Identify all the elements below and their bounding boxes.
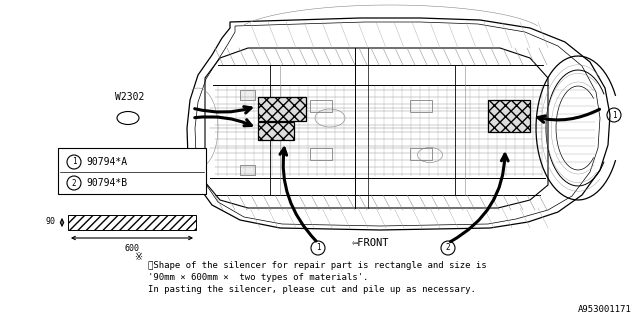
Text: ⇦FRONT: ⇦FRONT <box>352 238 390 248</box>
Bar <box>240 90 255 100</box>
Text: 90794*B: 90794*B <box>86 178 127 188</box>
Bar <box>410 148 432 160</box>
Bar <box>310 148 332 160</box>
Bar <box>310 100 332 112</box>
Bar <box>258 122 294 140</box>
Bar <box>258 97 306 121</box>
Text: W2302: W2302 <box>115 92 145 102</box>
Text: A953001171: A953001171 <box>579 305 632 314</box>
Text: 2: 2 <box>72 179 76 188</box>
Text: 1: 1 <box>316 244 320 252</box>
Bar <box>58 148 206 194</box>
Text: 1: 1 <box>612 110 616 119</box>
Text: 90794*A: 90794*A <box>86 157 127 167</box>
Bar <box>240 165 255 175</box>
Text: '90mm × 600mm ×  two types of materials'.: '90mm × 600mm × two types of materials'. <box>148 273 369 282</box>
Ellipse shape <box>117 111 139 124</box>
Text: ※: ※ <box>134 252 142 262</box>
Text: 600: 600 <box>125 244 140 253</box>
Text: 90: 90 <box>46 218 56 227</box>
Bar <box>410 100 432 112</box>
Text: 2: 2 <box>445 244 451 252</box>
Text: ※Shape of the silencer for repair part is rectangle and size is: ※Shape of the silencer for repair part i… <box>148 261 486 270</box>
Bar <box>68 215 196 230</box>
Text: In pasting the silencer, please cut and pile up as necessary.: In pasting the silencer, please cut and … <box>148 285 476 294</box>
Bar <box>488 100 530 132</box>
Text: 1: 1 <box>72 157 76 166</box>
